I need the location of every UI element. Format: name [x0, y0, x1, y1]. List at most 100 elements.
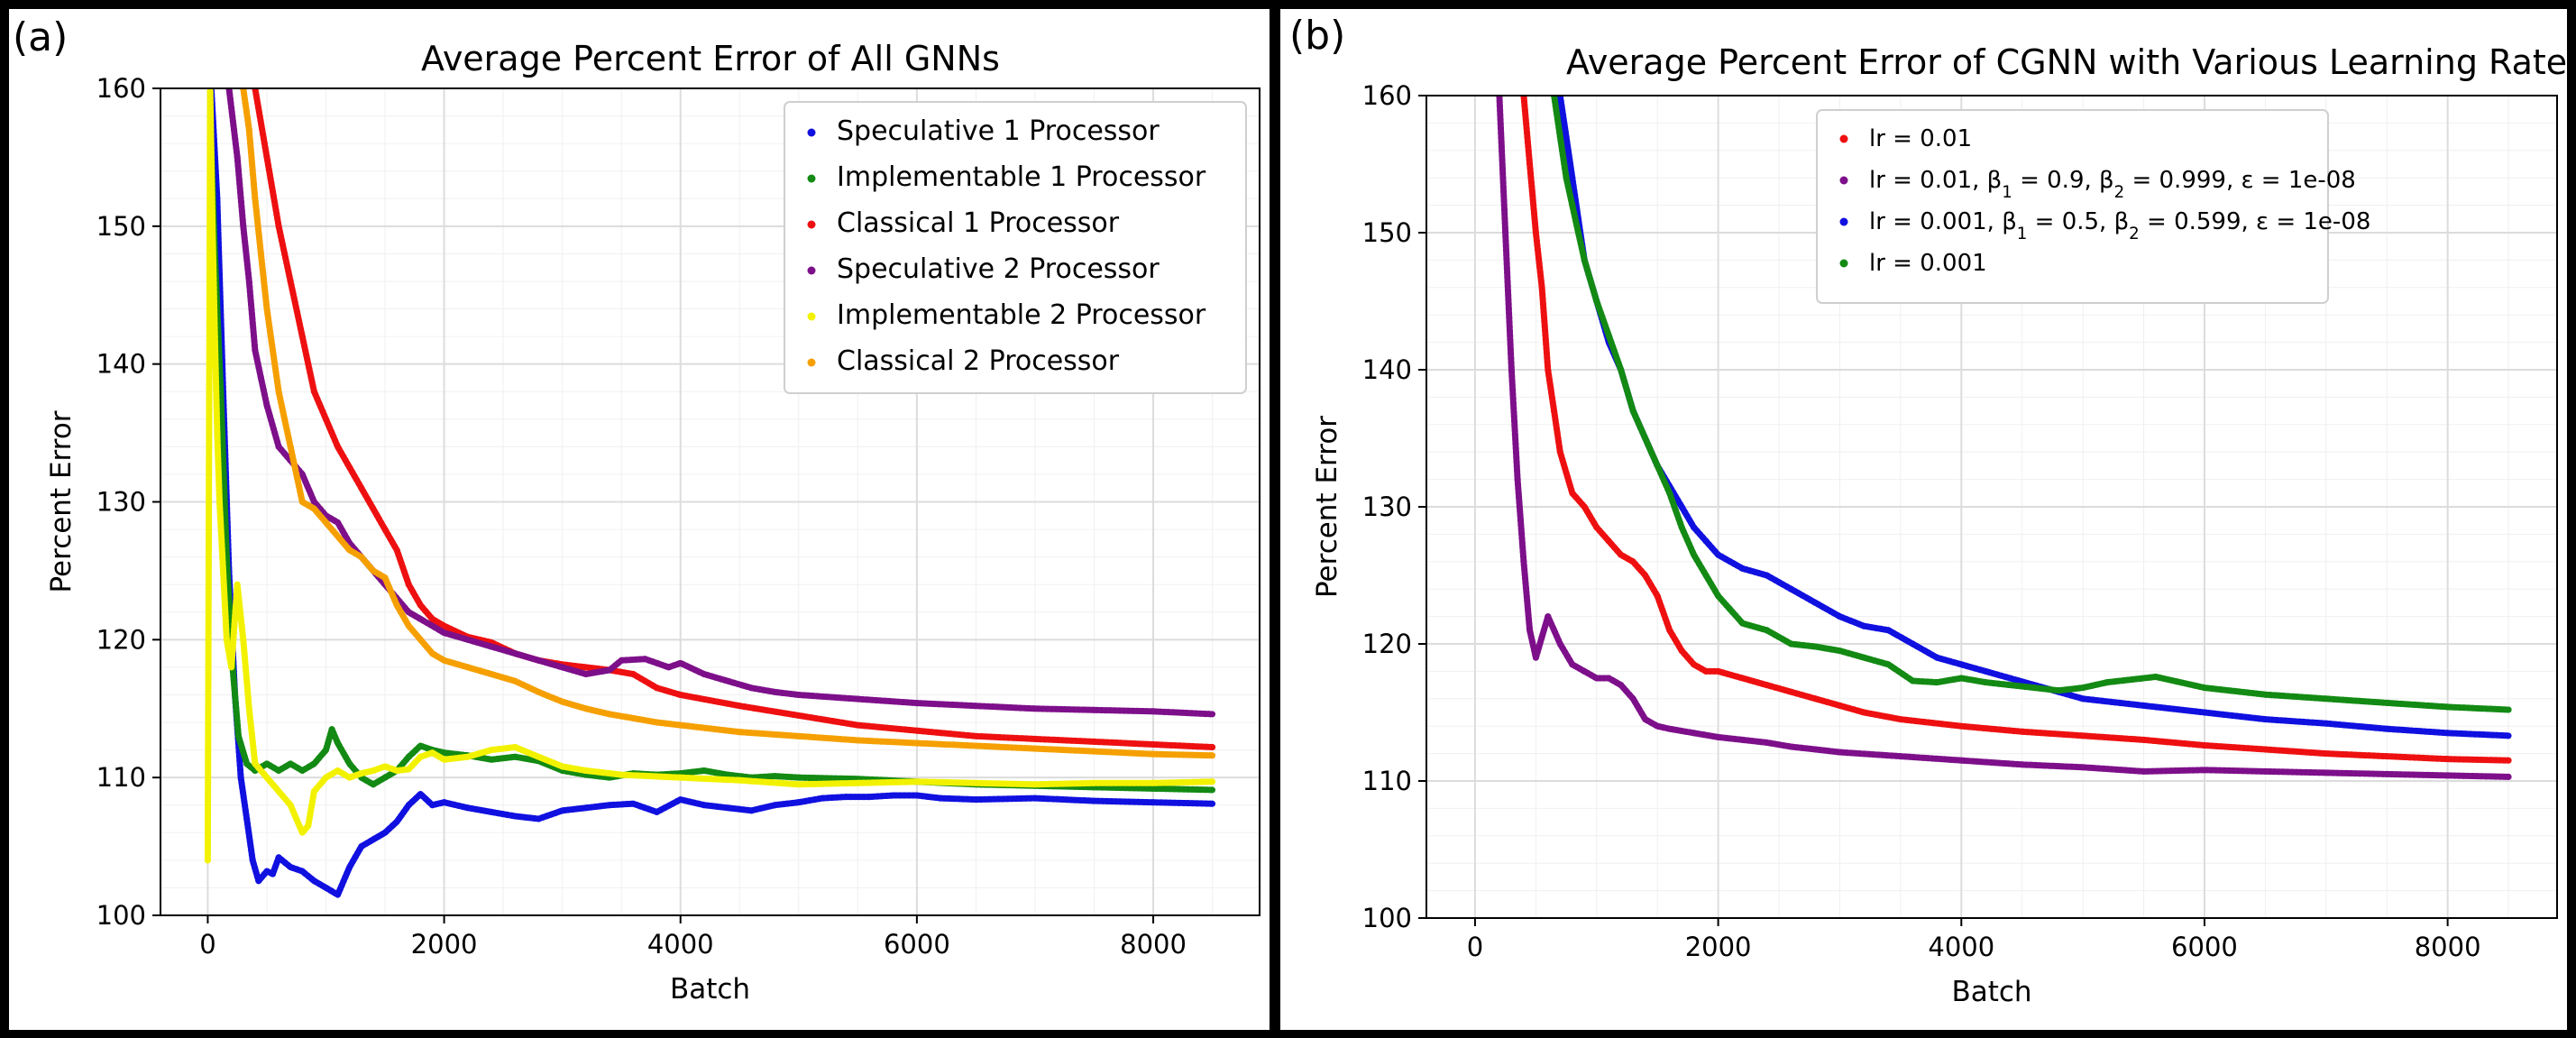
chart-b-data-point: [1556, 133, 1563, 141]
chart-a-data-point: [606, 711, 613, 718]
chart-a-data-point: [335, 891, 342, 898]
chart-b-data-point: [1788, 688, 1795, 695]
chart-b-data-point: [1678, 524, 1685, 531]
chart-b-data-point: [1788, 585, 1795, 592]
chart-a-data-point: [287, 278, 294, 285]
chart-b-data-point: [2201, 684, 2208, 692]
chart-b-data-point: [2201, 767, 2208, 774]
chart-b-data-point: [1860, 709, 1867, 716]
chart-a-series-0: [207, 88, 1216, 898]
chart-b-ytick-label: 140: [1362, 354, 1412, 385]
panel-a: (a) Average Percent Error of All GNNs 0 200…: [9, 9, 1270, 1030]
chart-a-data-point: [1090, 738, 1097, 745]
chart-a-data-point: [275, 388, 282, 395]
chart-a-data-point: [736, 776, 743, 784]
chart-a-data-point: [1150, 750, 1157, 758]
chart-a-data-point: [582, 705, 590, 712]
chart-a-data-point: [488, 671, 495, 678]
chart-a-data-point: [249, 857, 256, 864]
chart-b-data-point: [1556, 640, 1563, 648]
chart-a-data-point: [428, 615, 435, 622]
chart-a-data-point: [243, 815, 251, 822]
chart-b-data-point: [1764, 739, 1771, 746]
chart-a-data-point: [263, 153, 270, 161]
chart-a-ytick-label: 120: [96, 624, 146, 655]
chart-a-legend-label: Implementable 2 Processor: [837, 299, 1206, 331]
chart-b-data-point: [1739, 620, 1746, 627]
chart-b-data-point: [1520, 558, 1527, 565]
chart-a-data-point: [270, 346, 277, 354]
chart-a-data-point: [287, 802, 294, 809]
chart-a-data-point: [245, 278, 252, 285]
chart-a-data-point: [629, 671, 637, 678]
chart-b-data-point: [2019, 761, 2026, 768]
chart-b-data-point: [2323, 720, 2330, 727]
chart-a-data-point: [1090, 797, 1097, 804]
chart-a-data-point: [275, 443, 282, 450]
chart-a-data-point: [1031, 781, 1039, 788]
chart-a-data-point: [913, 778, 921, 785]
chart-a-data-point: [464, 753, 472, 760]
chart-a-data-point: [1209, 800, 1216, 807]
chart-a-data-point: [1031, 795, 1039, 802]
chart-b-data-point: [1715, 667, 1722, 675]
chart-a-data-point: [417, 753, 424, 760]
chart-a-data-point: [464, 636, 472, 643]
chart-a-data-point: [677, 796, 684, 804]
chart-a-data-point: [393, 547, 400, 554]
chart-a-data-point: [1209, 778, 1216, 785]
panel-b: (b) Average Percent Error of CGNN with Va…: [1280, 9, 2567, 1030]
chart-a-data-point: [298, 829, 306, 836]
chart-b-legend-marker: [1839, 217, 1848, 226]
chart-b-data-point: [1897, 716, 1904, 723]
chart-a-data-point: [795, 691, 802, 698]
chart-a-data-point: [1090, 779, 1097, 786]
chart-b-data-point: [2079, 732, 2086, 739]
chart-a-data-point: [252, 760, 259, 767]
chart-a-data-point: [747, 807, 755, 814]
chart-b-legend-label: lr = 0.001, β1 = 0.5, β2 = 0.599, ε = 1e…: [1869, 208, 2370, 243]
chart-b-series-3: [1551, 96, 2512, 713]
chart-a-data-point: [358, 770, 365, 777]
chart-b-data-point: [2079, 684, 2086, 692]
chart-a-data-point: [245, 126, 252, 133]
chart-b-data-point: [1836, 749, 1843, 756]
chart-a-series-4: [204, 88, 1216, 864]
chart-a-legend-marker: [807, 128, 816, 137]
chart-a-data-point: [310, 760, 317, 767]
chart-a-data-point: [464, 804, 472, 812]
chart-a-data-point: [323, 747, 330, 754]
chart-a-data-point: [559, 664, 566, 671]
chart-b-data-point: [2031, 684, 2038, 692]
chart-a-data-point: [310, 388, 317, 395]
chart-a-data-point: [370, 781, 377, 788]
chart-b-data-point: [1860, 654, 1867, 661]
chart-b-legend-marker: [1839, 134, 1848, 143]
chart-b-data-point: [1715, 733, 1722, 740]
chart-a-data-point: [270, 870, 277, 877]
chart-b-data-point: [1884, 627, 1892, 634]
chart-b-data-point: [1702, 572, 1710, 579]
chart-a-data-point: [641, 656, 648, 663]
chart-a-data-point: [405, 622, 412, 629]
chart-a-data-point: [346, 760, 353, 767]
chart-b-data-point: [1526, 161, 1534, 168]
chart-a-series-3: [225, 88, 1216, 718]
chart-a-data-point: [1031, 745, 1039, 752]
chart-b-xtick-label: 2000: [1685, 932, 1752, 962]
chart-a-data-point: [257, 250, 264, 257]
chart-a-data-point: [275, 854, 282, 861]
chart-b-data-point: [1575, 229, 1582, 236]
chart-a-data-point: [701, 671, 708, 678]
chart-b-xtick-label: 6000: [2171, 932, 2238, 962]
chart-a-data-point: [310, 787, 317, 795]
chart-a-data-point: [263, 306, 270, 313]
chart-a-data-point: [441, 629, 448, 637]
chart-b-xtick-label: 4000: [1928, 932, 1994, 962]
chart-b-ytick-label: 160: [1362, 80, 1412, 111]
chart-a-data-point: [370, 767, 377, 775]
chart-a-legend-label: Classical 1 Processor: [837, 207, 1120, 239]
chart-b-data-point: [1691, 524, 1698, 531]
chart-b-data-point: [1654, 722, 1661, 730]
chart-b-data-point: [2201, 741, 2208, 749]
